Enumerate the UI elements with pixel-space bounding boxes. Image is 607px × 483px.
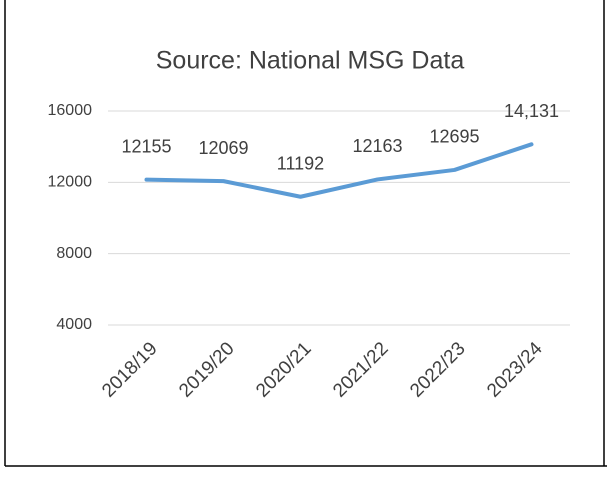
data-label: 12069 — [198, 138, 248, 158]
y-tick-label: 8000 — [56, 245, 92, 262]
data-line — [144, 142, 534, 199]
data-label: 12695 — [429, 127, 479, 147]
data-label: 12163 — [352, 136, 402, 156]
y-tick-label: 12000 — [48, 174, 93, 191]
data-label: 12155 — [121, 136, 171, 156]
x-tick-label: 2022/23 — [406, 338, 469, 401]
data-label: 11192 — [277, 153, 324, 173]
chart-title: Source: National MSG Data — [156, 47, 465, 75]
y-tick-label: 16000 — [48, 102, 93, 119]
data-label: 14,131 — [504, 101, 559, 121]
x-tick-label: 2018/19 — [98, 338, 161, 401]
x-tick-label: 2020/21 — [252, 338, 315, 401]
x-tick-label: 2023/24 — [483, 338, 547, 402]
y-tick-label: 4000 — [56, 316, 92, 333]
x-tick-label: 2019/20 — [175, 338, 238, 401]
x-tick-label: 2021/22 — [329, 338, 392, 401]
